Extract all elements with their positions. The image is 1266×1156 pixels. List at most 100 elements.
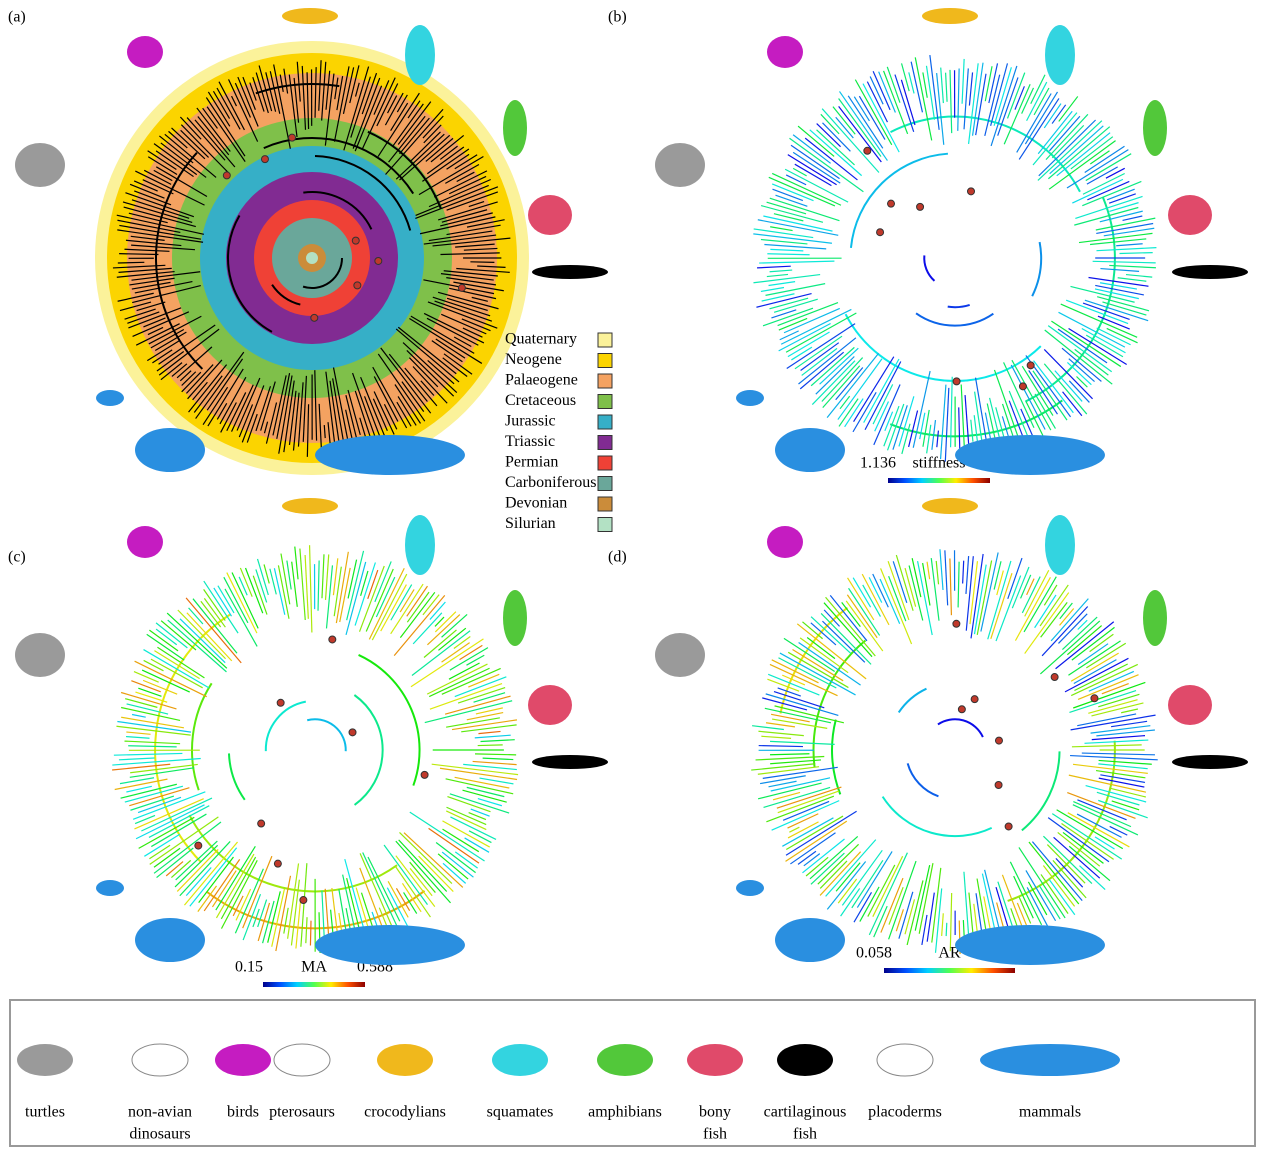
branch-tip xyxy=(864,359,899,423)
silhouette xyxy=(767,36,803,68)
branch-arc xyxy=(266,702,306,751)
branch-tip xyxy=(1017,903,1027,927)
silhouette xyxy=(127,36,163,68)
branch-tip xyxy=(461,725,516,732)
silhouette xyxy=(132,1044,188,1076)
branch-tip xyxy=(981,552,998,631)
branch-tip xyxy=(1123,216,1143,220)
branch-tip xyxy=(1096,248,1156,251)
node-dot xyxy=(458,284,465,291)
branch-tip xyxy=(881,568,912,644)
branch-tip xyxy=(1086,643,1125,668)
figure: (a) (b) (c) (d) QuaternaryNeogenePalaeog… xyxy=(0,0,1266,1151)
branch-tip xyxy=(922,915,927,945)
silhouette xyxy=(687,1044,743,1076)
colorbar-min: 0.058 xyxy=(856,945,892,962)
phylogeny xyxy=(751,549,1158,954)
branch-tip xyxy=(442,614,468,637)
legend-label: non-avian xyxy=(128,1104,192,1121)
silhouette xyxy=(274,1044,330,1076)
branch-tip xyxy=(1089,277,1149,286)
branch-tip xyxy=(942,913,944,936)
silhouette xyxy=(405,25,435,85)
node-dot xyxy=(258,820,265,827)
branch-tip xyxy=(124,741,180,744)
branch-tip xyxy=(175,845,218,887)
silhouette xyxy=(1143,100,1167,156)
branch-tip xyxy=(1079,233,1152,242)
branch-tip xyxy=(946,923,947,936)
branch-tip xyxy=(817,130,855,165)
branch-tip xyxy=(1107,189,1135,200)
period-label: Cretaceous xyxy=(505,392,576,409)
branch-tip xyxy=(758,767,819,775)
branch-arc xyxy=(916,313,993,325)
branch-arc xyxy=(307,719,346,751)
branch-tip xyxy=(1112,801,1139,810)
legend-label: amphibians xyxy=(588,1104,662,1121)
branch-tip xyxy=(475,754,516,755)
branch-tip xyxy=(478,745,503,746)
branch-tip xyxy=(757,266,791,268)
branch-tip xyxy=(264,564,269,583)
branch-tip xyxy=(225,589,257,647)
branch-tip xyxy=(759,261,834,263)
panel-label: (b) xyxy=(608,9,627,26)
branch-arc xyxy=(814,641,866,768)
branch-tip xyxy=(1055,371,1082,402)
silhouette xyxy=(377,1044,433,1076)
branch-tip xyxy=(989,63,998,103)
silhouette xyxy=(775,918,845,962)
branch-tip xyxy=(963,561,964,584)
period-label: Triassic xyxy=(505,433,555,450)
silhouette xyxy=(777,1044,833,1076)
silhouette xyxy=(655,633,705,677)
branch-tip xyxy=(134,672,159,683)
branch-tip xyxy=(945,388,949,462)
branch-tip xyxy=(427,664,487,694)
branch-tip xyxy=(125,699,157,708)
branch-tip xyxy=(994,67,1011,125)
branch-tip xyxy=(838,879,856,903)
branch-tip xyxy=(368,570,378,599)
branch-tip xyxy=(772,660,819,683)
node-dot xyxy=(995,782,1002,789)
branch-tip xyxy=(243,894,260,940)
silhouette xyxy=(1172,265,1248,279)
node-dot xyxy=(289,134,296,141)
branch-tip xyxy=(772,184,813,201)
branch-tip xyxy=(927,562,930,579)
branch-tip xyxy=(936,561,938,584)
branch-tip xyxy=(1093,261,1156,263)
branch-tip xyxy=(823,366,860,408)
branch-tip xyxy=(854,892,872,922)
branch-tip xyxy=(766,723,795,727)
silhouette xyxy=(528,195,572,235)
branch-tip xyxy=(1015,86,1024,109)
branch-tip xyxy=(132,715,146,718)
branch-tip xyxy=(326,554,329,600)
branch-tip xyxy=(449,663,480,679)
branch-tip xyxy=(958,562,959,608)
branch-tip xyxy=(971,420,973,442)
branch-tip xyxy=(138,688,161,696)
silhouette xyxy=(767,526,803,558)
branch-tip xyxy=(1009,391,1028,437)
legend-label: fish xyxy=(793,1126,817,1143)
branch-tip xyxy=(873,71,890,110)
silhouette xyxy=(135,428,205,472)
silhouette xyxy=(17,1044,73,1076)
silhouette xyxy=(955,925,1105,965)
branch-tip xyxy=(771,310,796,318)
branch-tip xyxy=(845,399,863,427)
silhouette xyxy=(282,498,338,514)
branch-tip xyxy=(1106,168,1125,178)
branch-tip xyxy=(974,904,978,933)
silhouette xyxy=(532,755,608,769)
branch-tip xyxy=(789,827,799,832)
branch-tip xyxy=(478,731,500,733)
branch-tip xyxy=(118,262,145,263)
branch-tip xyxy=(931,558,939,621)
branch-tip xyxy=(940,549,943,590)
branch-tip xyxy=(970,561,977,624)
